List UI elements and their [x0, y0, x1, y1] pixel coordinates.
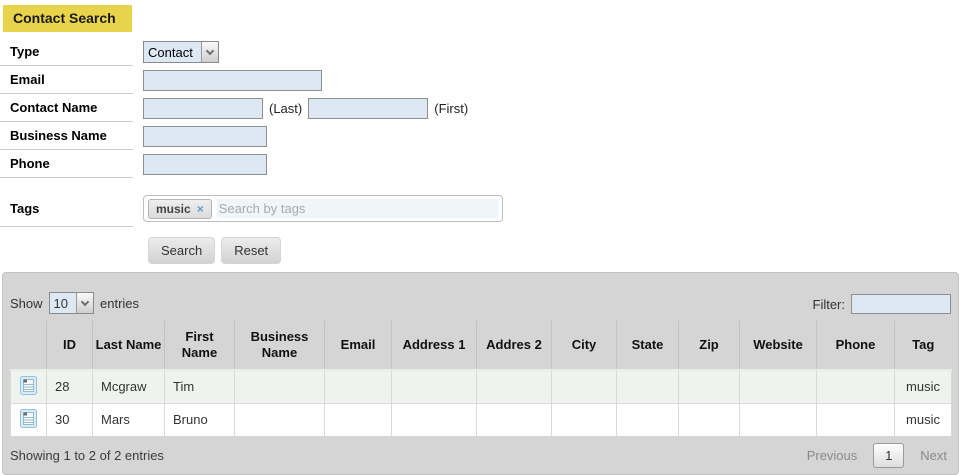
type-select-value: Contact [148, 45, 193, 60]
contact-note-icon[interactable] [20, 375, 37, 395]
column-header-first-name[interactable]: First Name [164, 321, 235, 371]
cell-state [616, 402, 679, 437]
results-panel: Show 10 entries Filter: ID Last Name Fir… [2, 272, 959, 475]
type-select-arrow[interactable] [200, 42, 218, 62]
table-footer: Showing 1 to 2 of 2 entries Previous 1 N… [10, 437, 951, 474]
form-row-tags: Tags music × [0, 190, 961, 227]
cell-business-name [234, 369, 325, 404]
cell-last-name: Mcgraw [92, 369, 165, 404]
page-size-select[interactable]: 10 [48, 292, 94, 314]
column-header-address-2[interactable]: Addres 2 [476, 321, 552, 371]
tags-search-input[interactable] [216, 199, 498, 218]
tags-input-box[interactable]: music × [143, 195, 503, 222]
last-name-field[interactable] [143, 97, 263, 119]
form-buttons: Search Reset [148, 237, 961, 264]
column-header-id[interactable]: ID [46, 321, 93, 371]
cell-address-2 [476, 369, 552, 404]
table-row: 28 Mcgraw Tim music [10, 369, 952, 404]
page-title: Contact Search [3, 5, 132, 32]
cell-zip [678, 402, 740, 437]
table-row: 30 Mars Bruno music [10, 402, 952, 437]
row-detail-cell[interactable] [10, 402, 47, 437]
page-size-value: 10 [53, 296, 68, 311]
show-label: Show [10, 295, 43, 311]
column-header-tag[interactable]: Tag [894, 321, 952, 371]
pagination: Previous 1 Next [806, 442, 951, 468]
type-select[interactable]: Contact [143, 41, 219, 63]
cell-address-1 [391, 402, 477, 437]
column-header-business-name[interactable]: Business Name [234, 321, 325, 371]
column-header-email[interactable]: Email [324, 321, 392, 371]
form-row-phone: Phone [0, 150, 961, 178]
email-field[interactable] [143, 69, 322, 91]
first-name-field[interactable] [308, 97, 429, 119]
cell-id: 28 [46, 369, 93, 404]
tag-chip-music: music × [148, 198, 212, 219]
cell-city [551, 369, 617, 404]
column-header-zip[interactable]: Zip [678, 321, 740, 371]
contact-note-icon[interactable] [20, 408, 37, 428]
first-name-hint: (First) [434, 100, 469, 116]
business-name-label: Business Name [0, 122, 133, 150]
cell-address-1 [391, 369, 477, 404]
chevron-down-icon [80, 297, 90, 306]
column-header-icon [10, 321, 47, 371]
column-header-address-1[interactable]: Address 1 [391, 321, 477, 371]
form-row-contact-name: Contact Name (Last) (First) [0, 94, 961, 122]
cell-email [324, 369, 392, 404]
cell-first-name: Bruno [164, 402, 235, 437]
cell-last-name: Mars [92, 402, 165, 437]
page-size-arrow[interactable] [76, 293, 93, 313]
cell-tag: music [894, 402, 952, 437]
cell-tag: music [894, 369, 952, 404]
column-header-website[interactable]: Website [739, 321, 817, 371]
search-button[interactable]: Search [148, 237, 216, 264]
column-header-phone[interactable]: Phone [816, 321, 895, 371]
cell-business-name [234, 402, 325, 437]
phone-field[interactable] [143, 153, 267, 175]
cell-website [739, 369, 817, 404]
cell-address-2 [476, 402, 552, 437]
filter-input[interactable] [851, 294, 951, 314]
phone-label: Phone [0, 150, 133, 178]
cell-state [616, 369, 679, 404]
cell-email [324, 402, 392, 437]
form-row-type: Type Contact [0, 38, 961, 66]
tag-remove-icon[interactable]: × [196, 201, 204, 216]
contact-name-label: Contact Name [0, 94, 133, 122]
entries-label: entries [100, 295, 140, 311]
previous-button[interactable]: Previous [806, 447, 858, 463]
column-header-last-name[interactable]: Last Name [92, 321, 165, 371]
tags-label: Tags [0, 190, 133, 227]
reset-button[interactable]: Reset [221, 237, 282, 264]
table-header-row: ID Last Name First Name Business Name Em… [10, 321, 952, 371]
column-header-city[interactable]: City [551, 321, 617, 371]
business-name-field[interactable] [143, 125, 267, 147]
tag-chip-label: music [156, 201, 191, 216]
last-name-hint: (Last) [269, 100, 303, 116]
chevron-down-icon [205, 46, 215, 55]
cell-id: 30 [46, 402, 93, 437]
page-1-button[interactable]: 1 [873, 442, 905, 468]
column-header-state[interactable]: State [616, 321, 679, 371]
cell-first-name: Tim [164, 369, 235, 404]
form-row-email: Email [0, 66, 961, 94]
next-button[interactable]: Next [920, 447, 947, 463]
email-label: Email [0, 66, 133, 94]
cell-website [739, 402, 817, 437]
cell-zip [678, 369, 740, 404]
cell-phone [816, 369, 895, 404]
filter-label: Filter: [812, 296, 846, 312]
row-detail-cell[interactable] [10, 369, 47, 404]
results-table: ID Last Name First Name Business Name Em… [10, 321, 952, 437]
table-controls: Show 10 entries Filter: [10, 273, 951, 321]
form-row-business-name: Business Name [0, 122, 961, 150]
cell-phone [816, 402, 895, 437]
type-label: Type [0, 38, 133, 66]
table-summary: Showing 1 to 2 of 2 entries [10, 447, 164, 463]
cell-city [551, 402, 617, 437]
